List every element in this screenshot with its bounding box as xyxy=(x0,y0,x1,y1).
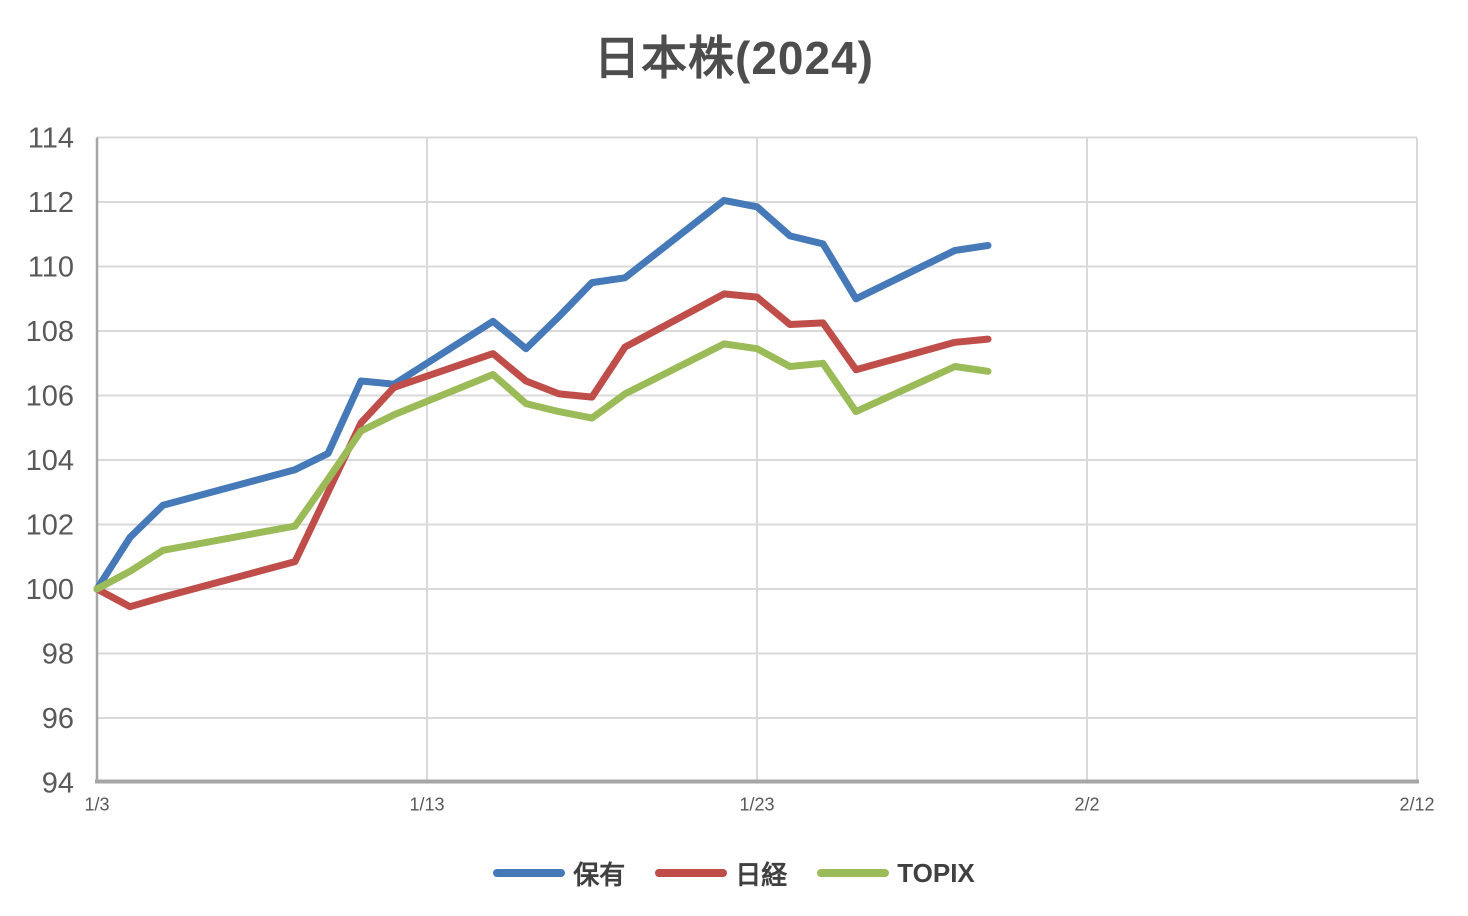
legend-item-nikkei: 日経 xyxy=(655,855,787,892)
legend-swatch-topix xyxy=(817,869,890,877)
y-axis-tick-label: 110 xyxy=(28,252,74,284)
y-axis-tick-label: 100 xyxy=(26,574,74,606)
legend-swatch-nikkei xyxy=(655,869,728,877)
y-axis-tick-label: 102 xyxy=(26,510,74,542)
x-axis-tick-label: 2/12 xyxy=(1399,795,1434,815)
legend-label-nikkei: 日経 xyxy=(735,859,788,890)
y-axis-tick-label: 94 xyxy=(42,768,74,800)
legend: 保有 日経 TOPIX xyxy=(0,845,1468,901)
chart-title: 日本株(2024) xyxy=(594,32,874,84)
series-line-hoyu xyxy=(93,196,992,593)
legend-swatch-hoyu xyxy=(493,869,566,877)
y-axis-tick-label: 96 xyxy=(42,703,74,735)
x-axis-tick-label: 2/2 xyxy=(1074,795,1099,815)
y-axis-tick-label: 112 xyxy=(28,187,74,219)
plot-area: 94 96 98 100 102 104 106 108 110 112 114 1/3 1/13 1/2… xyxy=(26,123,1435,815)
y-axis-tick-label: 104 xyxy=(26,445,74,477)
y-axis-tick-label: 108 xyxy=(26,316,74,348)
y-axis-tick-label: 114 xyxy=(28,123,74,155)
x-axis-tick-label: 1/23 xyxy=(739,795,774,815)
legend-label-hoyu: 保有 xyxy=(573,859,626,890)
y-axis-tick-label: 98 xyxy=(42,639,74,671)
legend-label-topix: TOPIX xyxy=(897,857,975,888)
x-axis-tick-label: 1/3 xyxy=(84,795,109,815)
series-line-nikkei xyxy=(93,290,992,611)
series-line-topix xyxy=(93,340,992,593)
legend-item-topix: TOPIX xyxy=(817,858,975,889)
y-axis-tick-label: 106 xyxy=(26,381,74,413)
legend-item-hoyu: 保有 xyxy=(493,855,625,892)
x-axis-tick-label: 1/13 xyxy=(409,795,444,815)
